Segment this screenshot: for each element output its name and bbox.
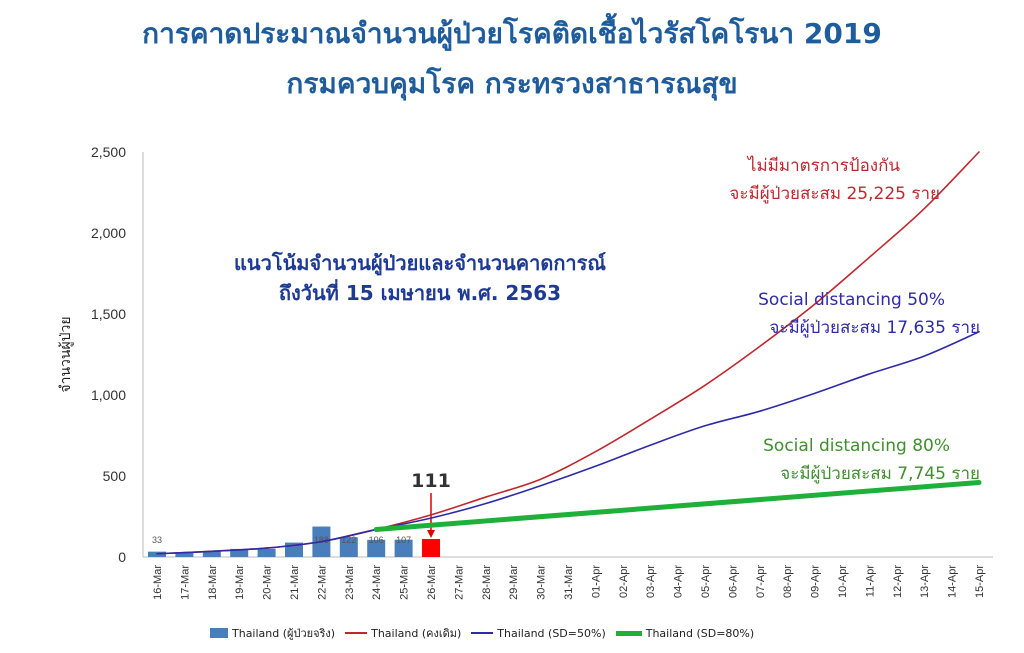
sd50-line2: จะมีผู้ป่วยสะสม 17,635 ราย — [769, 318, 980, 338]
x-tick-label: 23-Mar — [344, 565, 356, 600]
legend-label-baseline: Thailand (คงเดิม) — [371, 627, 462, 640]
chart-legend: Thailand (ผู้ป่วยจริง) Thailand (คงเดิม)… — [210, 622, 754, 644]
legend-label-actual: Thailand (ผู้ป่วยจริง) — [232, 627, 336, 640]
x-tick-label: 06-Apr — [727, 565, 739, 598]
sd80-annotation: Social distancing 80% จะมีผู้ป่วยสะสม 7,… — [700, 432, 980, 488]
bar — [175, 552, 194, 557]
legend-item-sd50: Thailand (SD=50%) — [471, 626, 606, 640]
legend-swatch-blue-line — [471, 632, 494, 634]
y-tick-label: 1,000 — [91, 387, 126, 403]
x-tick-label: 02-Apr — [618, 565, 630, 598]
y-tick-label: 2,500 — [91, 144, 126, 160]
x-tick-label: 09-Apr — [810, 565, 822, 598]
x-tick-label: 13-Apr — [919, 565, 931, 598]
legend-swatch-bar — [210, 628, 228, 638]
legend-swatch-green-line — [615, 630, 642, 636]
bar — [202, 551, 221, 557]
x-tick-label: 22-Mar — [316, 565, 328, 600]
bar — [257, 548, 276, 557]
x-tick-label: 10-Apr — [837, 565, 849, 598]
x-tick-label: 08-Apr — [782, 565, 794, 598]
bar-value-label: 107 — [396, 535, 411, 545]
x-tick-label: 17-Mar — [179, 565, 191, 600]
bar — [230, 548, 249, 557]
bar-value-label: 106 — [369, 535, 384, 545]
y-axis-label: จำนวนผู้ป่วย — [58, 316, 74, 392]
callout-arrow-head — [427, 530, 435, 539]
chart-subtitle: กรมควบคุมโรค กระทรวงสาธารณสุข — [286, 67, 738, 100]
bar-value-label: 122 — [341, 535, 356, 545]
y-tick-label: 1,500 — [91, 306, 126, 322]
legend-label-sd80: Thailand (SD=80%) — [645, 626, 755, 640]
x-tick-label: 21-Mar — [289, 565, 301, 600]
legend-item-baseline: Thailand (คงเดิม) — [345, 624, 461, 642]
no-measure-line1: ไม่มีมาตรการป้องกัน — [747, 156, 900, 176]
x-tick-label: 20-Mar — [262, 565, 274, 600]
x-tick-label: 15-Apr — [974, 565, 986, 598]
sd50-line1: Social distancing 50% — [758, 290, 945, 310]
series-line-sd80 — [373, 479, 982, 532]
y-tick-label: 500 — [103, 468, 127, 484]
x-tick-label: 14-Apr — [947, 565, 959, 598]
legend-item-sd80: Thailand (SD=80%) — [615, 626, 755, 640]
x-tick-label: 12-Apr — [892, 565, 904, 598]
x-tick-label: 27-Mar — [453, 565, 465, 600]
trend-annotation-line1: แนวโน้มจำนวนผู้ป่วยและจำนวนคาดการณ์ — [234, 251, 606, 275]
sd80-line2: จะมีผู้ป่วยสะสม 7,745 ราย — [780, 464, 980, 484]
callout-label: 111 — [411, 470, 451, 492]
x-tick-label: 31-Mar — [563, 565, 575, 600]
x-tick-label: 11-Apr — [864, 565, 876, 598]
x-tick-label: 07-Apr — [755, 565, 767, 598]
legend-item-actual: Thailand (ผู้ป่วยจริง) — [210, 624, 335, 642]
x-tick-label: 18-Mar — [207, 565, 219, 600]
legend-swatch-red-line — [345, 632, 368, 634]
x-tick-label: 25-Mar — [399, 565, 411, 600]
trend-annotation-line2: ถึงวันที่ 15 เมษายน พ.ศ. 2563 — [278, 281, 562, 305]
x-tick-label: 03-Apr — [645, 565, 657, 598]
x-tick-label: 24-Mar — [371, 565, 383, 600]
bar-highlight — [422, 539, 440, 557]
x-tick-label: 28-Mar — [481, 565, 493, 600]
bar — [367, 539, 386, 557]
bar-value-label: 188 — [314, 535, 329, 545]
y-tick-label: 0 — [118, 549, 126, 565]
no-measure-line2: จะมีผู้ป่วยสะสม 25,225 ราย — [729, 184, 940, 204]
sd50-annotation: Social distancing 50% จะมีผู้ป่วยสะสม 17… — [690, 286, 980, 342]
series-line-sd50 — [156, 331, 980, 555]
trend-annotation: แนวโน้มจำนวนผู้ป่วยและจำนวนคาดการณ์ ถึงว… — [150, 248, 690, 308]
legend-label-sd50: Thailand (SD=50%) — [497, 626, 606, 640]
x-tick-label: 01-Apr — [590, 565, 602, 598]
x-tick-label: 04-Apr — [673, 565, 685, 598]
no-measure-annotation: ไม่มีมาตรการป้องกัน จะมีผู้ป่วยสะสม 25,2… — [630, 152, 940, 208]
sd80-line1: Social distancing 80% — [763, 436, 950, 456]
y-tick-label: 2,000 — [91, 225, 126, 241]
chart-title: การคาดประมาณจำนวนผู้ป่วยโรคติดเชื้อไวรัส… — [142, 17, 882, 50]
x-tick-label: 19-Mar — [234, 565, 246, 600]
x-tick-label: 16-Mar — [152, 565, 164, 600]
x-tick-label: 26-Mar — [426, 565, 438, 600]
x-tick-label: 05-Apr — [700, 565, 712, 598]
bar — [394, 539, 413, 557]
x-tick-label: 30-Mar — [536, 565, 548, 600]
x-tick-label: 29-Mar — [508, 565, 520, 600]
bar-value-label: 33 — [152, 535, 162, 545]
bar — [339, 537, 358, 557]
